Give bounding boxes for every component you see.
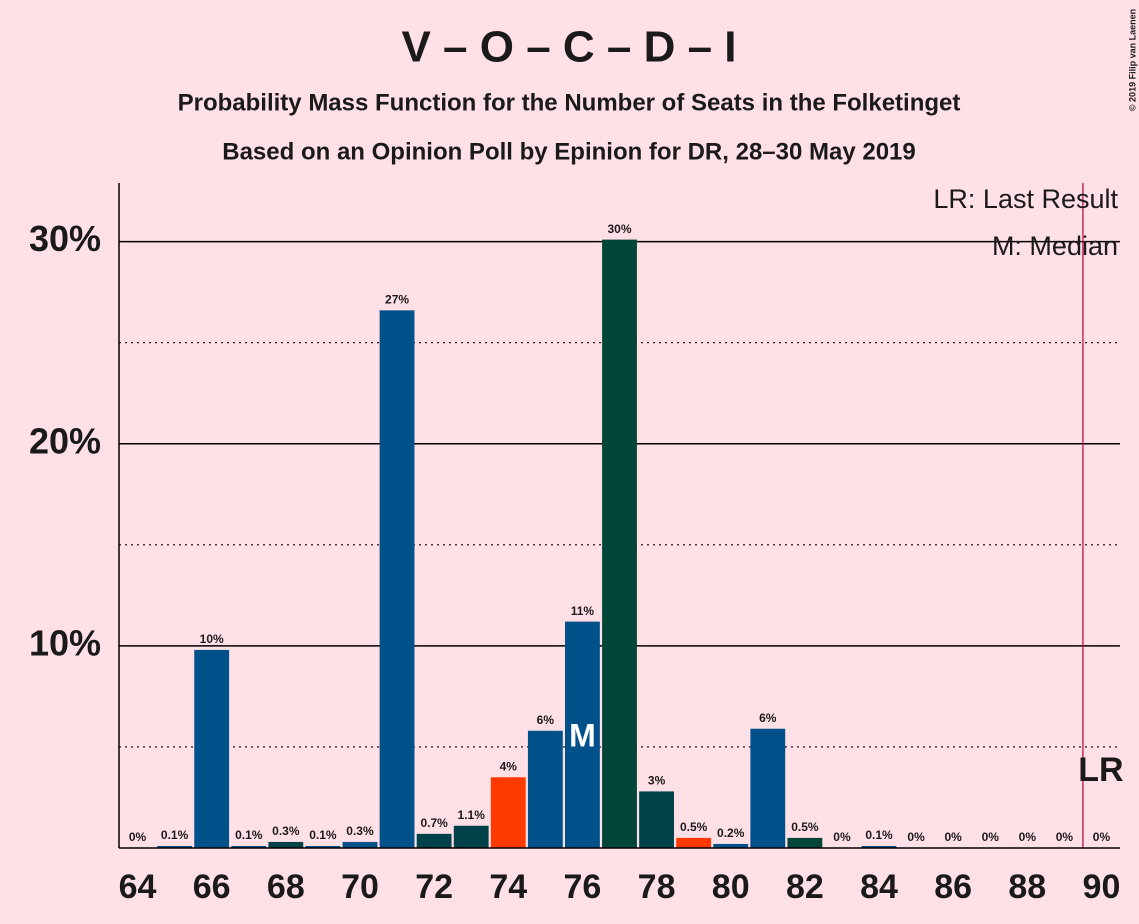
chart-title: V – O – C – D – I <box>401 23 736 72</box>
median-marker: M <box>569 717 596 753</box>
x-tick-label: 80 <box>712 868 750 906</box>
bar <box>565 621 600 848</box>
bar <box>416 833 452 848</box>
chart-subtitle: Based on an Opinion Poll by Epinion for … <box>222 138 916 165</box>
bar <box>231 845 267 848</box>
value-label: 0% <box>833 830 851 844</box>
bar <box>268 841 304 848</box>
y-tick-label: 30% <box>29 218 101 259</box>
bar <box>861 845 897 848</box>
bar <box>602 239 637 848</box>
bar <box>527 730 563 848</box>
bar <box>453 825 489 848</box>
bar <box>750 728 786 848</box>
value-label: 0% <box>944 830 962 844</box>
value-label: 6% <box>537 713 555 727</box>
value-label: 0% <box>1056 830 1074 844</box>
value-label: 0.1% <box>309 828 337 842</box>
bar <box>305 845 341 848</box>
value-label: 0.5% <box>680 820 708 834</box>
value-label: 0% <box>1093 830 1111 844</box>
value-label: 0.1% <box>865 828 893 842</box>
value-label: 0.7% <box>420 816 448 830</box>
x-tick-label: 82 <box>786 868 824 906</box>
value-label: 0% <box>129 830 147 844</box>
value-label: 6% <box>759 711 777 725</box>
value-label: 3% <box>648 774 666 788</box>
bar <box>713 843 749 848</box>
y-tick-label: 20% <box>29 420 101 461</box>
value-label: 4% <box>500 759 518 773</box>
x-tick-label: 74 <box>489 868 527 906</box>
bar <box>639 791 674 848</box>
value-label: 0.1% <box>235 828 263 842</box>
x-tick-label: 88 <box>1008 868 1046 906</box>
value-label: 1.1% <box>458 808 486 822</box>
x-tick-label: 76 <box>564 868 602 906</box>
value-label: 0.3% <box>272 824 300 838</box>
y-tick-label: 10% <box>29 622 101 663</box>
bar <box>787 837 823 848</box>
value-label: 0.3% <box>346 824 374 838</box>
value-label: 0% <box>907 830 925 844</box>
value-label: 30% <box>607 222 631 236</box>
x-tick-label: 78 <box>638 868 676 906</box>
x-tick-label: 68 <box>267 868 305 906</box>
x-tick-label: 84 <box>860 868 898 906</box>
x-tick-label: 64 <box>119 868 157 906</box>
value-label: 27% <box>385 293 409 307</box>
value-label: 0% <box>1019 830 1037 844</box>
bar <box>342 841 378 848</box>
value-label: 0.1% <box>161 828 189 842</box>
value-label: 0% <box>982 830 1000 844</box>
value-label: 11% <box>571 604 595 618</box>
chart-subtitle: Probability Mass Function for the Number… <box>178 89 961 116</box>
bar <box>676 837 712 848</box>
legend-entry: M: Median <box>992 231 1118 261</box>
legend-entry: LR: Last Result <box>933 184 1118 214</box>
x-tick-label: 90 <box>1083 868 1121 906</box>
x-tick-label: 70 <box>341 868 379 906</box>
copyright: © 2019 Filip van Laenen <box>1127 9 1137 111</box>
bar <box>157 845 193 848</box>
bar <box>194 649 230 848</box>
bar <box>490 777 526 848</box>
last-result-label: LR <box>1078 751 1123 789</box>
value-label: 0.2% <box>717 826 745 840</box>
value-label: 10% <box>200 632 224 646</box>
value-label: 0.5% <box>791 820 819 834</box>
bar <box>379 310 415 848</box>
x-tick-label: 86 <box>934 868 972 906</box>
x-tick-label: 66 <box>193 868 231 906</box>
x-tick-label: 72 <box>415 868 453 906</box>
